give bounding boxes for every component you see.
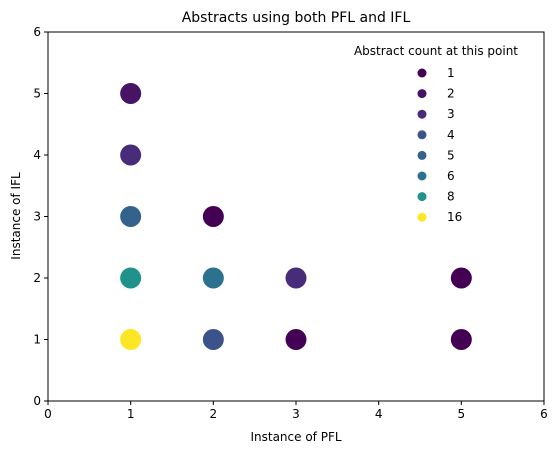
- legend-marker: [417, 109, 427, 119]
- x-tick-label: 4: [375, 407, 383, 421]
- data-point: [120, 206, 142, 227]
- legend-marker: [417, 150, 427, 160]
- x-tick-label: 6: [540, 407, 548, 421]
- data-points: [120, 83, 472, 350]
- data-point: [120, 144, 142, 166]
- data-point: [202, 267, 224, 289]
- legend-marker: [417, 192, 427, 202]
- y-axis-label: Instance of IFL: [9, 172, 23, 260]
- chart-title: Abstracts using both PFL and IFL: [182, 10, 411, 26]
- legend-label: 2: [447, 87, 455, 101]
- y-tick-label: 0: [33, 394, 41, 408]
- x-tick-label: 5: [458, 407, 466, 421]
- legend-marker: [417, 68, 427, 78]
- y-tick-label: 1: [33, 333, 41, 347]
- data-point: [285, 267, 307, 289]
- x-tick-label: 3: [292, 407, 300, 421]
- legend-label: 4: [447, 128, 455, 142]
- legend-title: Abstract count at this point: [354, 44, 518, 58]
- legend-marker: [417, 89, 427, 99]
- legend-marker: [417, 171, 427, 181]
- data-point: [120, 267, 142, 289]
- data-point: [450, 267, 472, 289]
- data-point: [120, 329, 142, 350]
- y-tick-label: 2: [33, 271, 41, 285]
- legend-label: 5: [447, 148, 455, 162]
- y-tick-label: 3: [33, 210, 41, 224]
- data-point: [285, 329, 307, 350]
- x-tick-label: 1: [127, 407, 135, 421]
- legend-label: 1: [447, 66, 455, 80]
- legend-marker: [417, 130, 427, 140]
- y-tick-label: 6: [33, 25, 41, 39]
- x-tick-label: 0: [44, 407, 52, 421]
- x-axis: 0 1 2 3 4 5 6: [44, 401, 548, 421]
- data-point: [120, 83, 142, 104]
- legend: Abstract count at this point 1 2 3 4 5 6 8 16: [354, 44, 518, 224]
- legend-label: 6: [447, 169, 455, 183]
- y-tick-label: 4: [33, 148, 41, 162]
- y-axis: 0 1 2 3 4 5 6: [33, 25, 48, 408]
- legend-marker: [417, 212, 427, 222]
- data-point: [450, 329, 472, 350]
- legend-label: 16: [447, 210, 462, 224]
- data-point: [202, 329, 224, 350]
- y-tick-label: 5: [33, 87, 41, 101]
- x-axis-label: Instance of PFL: [250, 430, 341, 444]
- data-point: [202, 206, 224, 227]
- legend-label: 3: [447, 107, 455, 121]
- legend-label: 8: [447, 190, 455, 204]
- x-tick-label: 2: [210, 407, 218, 421]
